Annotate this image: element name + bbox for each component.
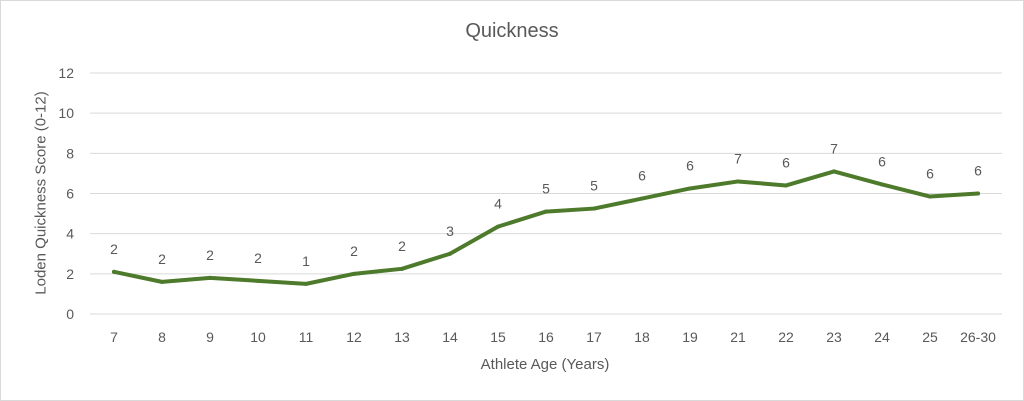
- x-tick-label: 18: [634, 329, 650, 345]
- x-tick-label: 15: [490, 329, 506, 345]
- data-point: [688, 186, 692, 191]
- data-point: [880, 182, 884, 187]
- data-point: [928, 194, 932, 199]
- data-point: [976, 191, 980, 196]
- x-tick-label: 10: [250, 329, 266, 345]
- x-tick-label: 11: [299, 329, 314, 345]
- y-tick-label: 10: [58, 105, 74, 121]
- x-tick-label: 26-30: [960, 329, 996, 345]
- x-tick-label: 8: [158, 329, 166, 345]
- data-label: 2: [254, 250, 262, 266]
- y-tick-label: 12: [58, 65, 74, 81]
- data-label: 7: [734, 150, 742, 166]
- data-point: [256, 278, 260, 283]
- x-tick-label: 21: [730, 329, 746, 345]
- data-label: 2: [398, 238, 406, 254]
- data-label: 1: [302, 253, 310, 269]
- x-tick-label: 19: [682, 329, 698, 345]
- data-label: 6: [974, 163, 982, 179]
- data-point: [496, 224, 500, 229]
- data-label: 4: [494, 196, 502, 212]
- data-label: 5: [590, 178, 598, 194]
- data-label: 6: [638, 168, 646, 184]
- chart-title: Quickness: [465, 20, 559, 42]
- data-point: [160, 279, 164, 284]
- data-point: [400, 266, 404, 271]
- y-tick-label: 6: [66, 186, 74, 202]
- data-label: 6: [782, 154, 790, 170]
- x-tick-label: 12: [346, 329, 362, 345]
- x-tick-label: 16: [538, 329, 554, 345]
- y-tick-label: 8: [66, 145, 74, 161]
- y-tick-label: 2: [66, 266, 74, 282]
- data-label: 5: [542, 181, 550, 197]
- x-tick-label: 23: [826, 329, 842, 345]
- data-label: 3: [446, 223, 454, 239]
- data-label: 7: [830, 140, 838, 156]
- data-point: [832, 169, 836, 174]
- data-label: 6: [686, 157, 694, 173]
- data-label: 2: [110, 241, 118, 257]
- data-point: [640, 196, 644, 201]
- x-tick-label: 22: [778, 329, 794, 345]
- x-tick-label: 17: [586, 329, 602, 345]
- x-tick-label: 13: [394, 329, 410, 345]
- data-point: [448, 251, 452, 256]
- y-tick-label: 4: [66, 226, 74, 242]
- data-label: 6: [878, 153, 886, 169]
- data-point: [592, 206, 596, 211]
- x-tick-label: 14: [442, 329, 458, 345]
- data-point: [736, 179, 740, 184]
- data-label: 6: [926, 166, 934, 182]
- x-tick-label: 9: [206, 329, 214, 345]
- data-label: 2: [206, 247, 214, 263]
- x-tick-label: 7: [110, 329, 118, 345]
- data-point: [544, 209, 548, 214]
- x-tick-label: 24: [874, 329, 890, 345]
- data-point: [208, 275, 212, 280]
- data-label: 2: [350, 243, 358, 259]
- data-point: [784, 183, 788, 188]
- x-axis-label: Athlete Age (Years): [480, 356, 610, 373]
- data-point: [304, 281, 308, 286]
- data-point: [112, 269, 116, 274]
- data-point: [352, 271, 356, 276]
- data-label: 2: [158, 251, 166, 267]
- y-tick-label: 0: [66, 306, 74, 322]
- x-tick-label: 25: [922, 329, 938, 345]
